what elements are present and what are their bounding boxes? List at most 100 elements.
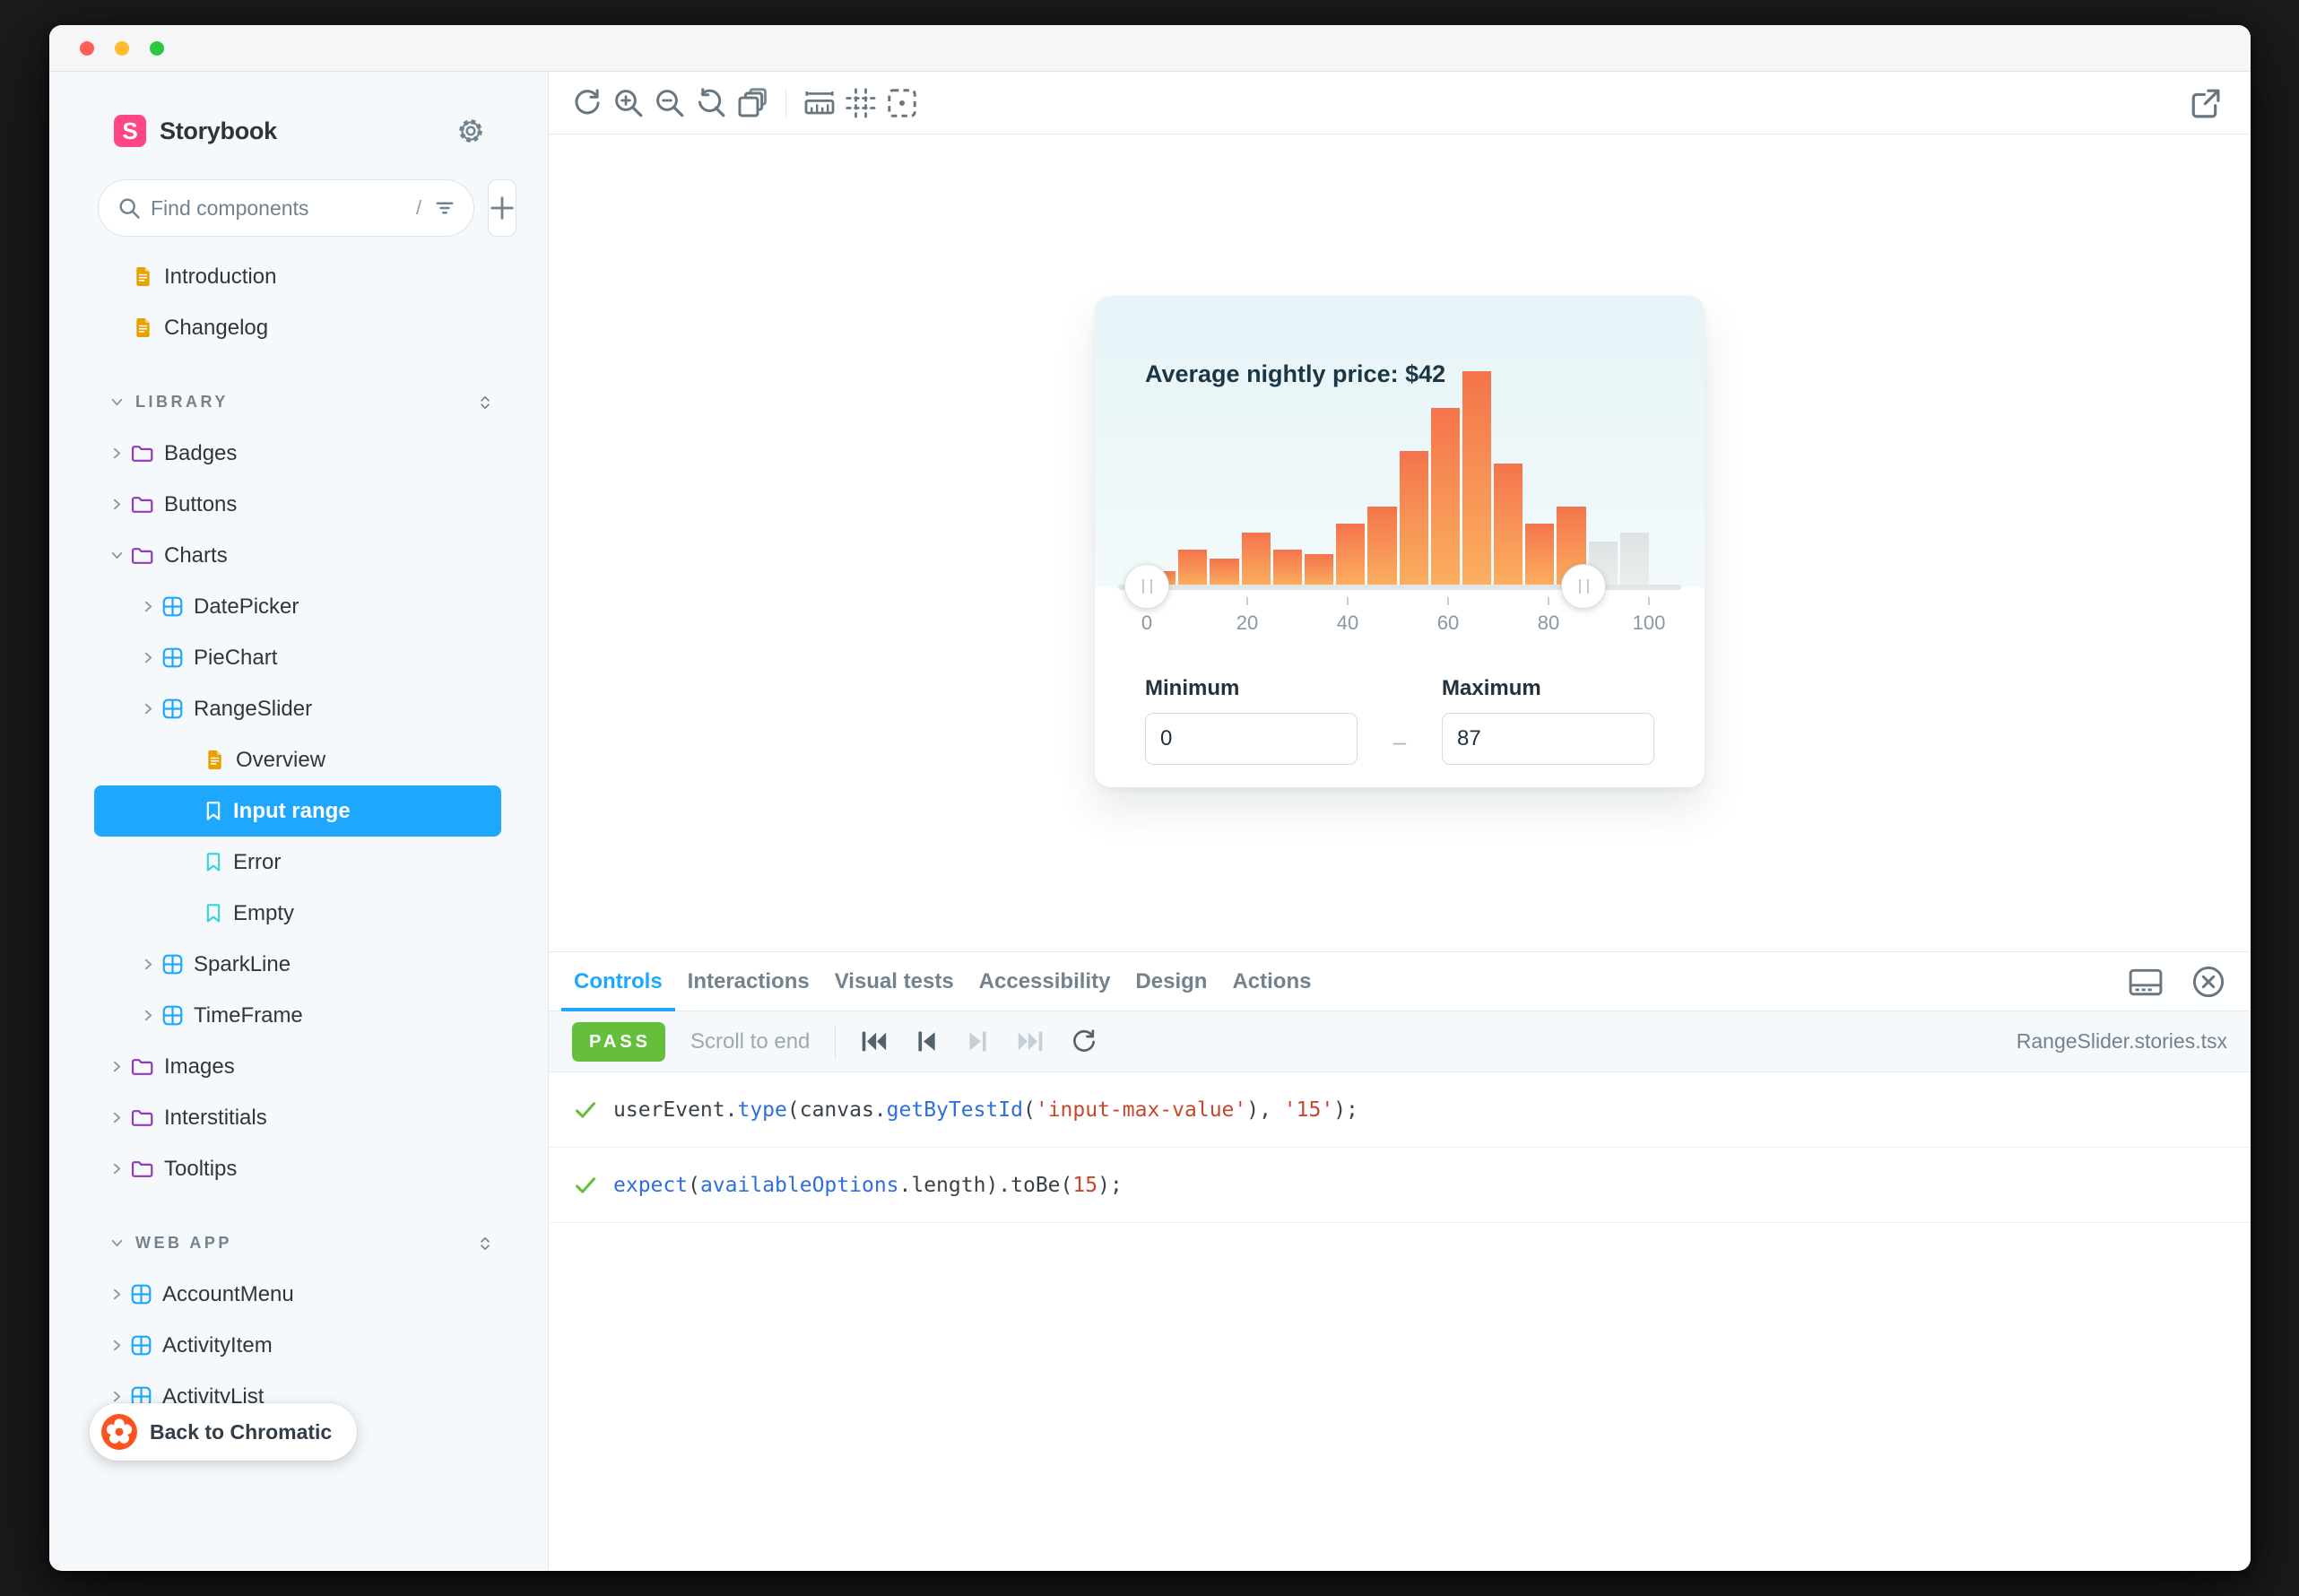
sidebar-item-interstitials[interactable]: Interstitials bbox=[49, 1092, 548, 1143]
bookmark-icon bbox=[204, 852, 222, 872]
axis-tick bbox=[1648, 597, 1650, 605]
collapse-all-icon[interactable] bbox=[478, 1236, 492, 1252]
axis-tick bbox=[1347, 597, 1349, 605]
tree-item-label: Error bbox=[233, 849, 282, 874]
tree-item-label: Overview bbox=[236, 747, 326, 772]
interaction-step-row[interactable]: userEvent.type(canvas.getByTestId('input… bbox=[549, 1072, 2251, 1148]
tree-item-label: Interstitials bbox=[164, 1105, 267, 1130]
sidebar-item-changelog[interactable]: Changelog bbox=[49, 302, 548, 353]
tree-item-label: Charts bbox=[164, 542, 228, 568]
play-start-icon[interactable] bbox=[861, 1029, 888, 1054]
sidebar-item-buttons[interactable]: Buttons bbox=[49, 479, 548, 530]
tab-visual-tests[interactable]: Visual tests bbox=[834, 968, 954, 993]
chevron-right-icon bbox=[105, 447, 128, 460]
chevron-right-icon bbox=[105, 1339, 128, 1352]
back-to-chromatic-label: Back to Chromatic bbox=[150, 1419, 333, 1444]
sidebar-story-empty[interactable]: Empty bbox=[49, 888, 548, 939]
histogram-bar bbox=[1241, 533, 1271, 586]
component-icon bbox=[131, 1284, 152, 1305]
interaction-step-row[interactable]: expect(availableOptions.length).toBe(15)… bbox=[549, 1148, 2251, 1223]
tab-controls[interactable]: Controls bbox=[561, 952, 675, 1011]
tab-interactions[interactable]: Interactions bbox=[687, 968, 810, 993]
sidebar-item-accountmenu[interactable]: AccountMenu bbox=[49, 1269, 548, 1320]
search-input[interactable] bbox=[151, 195, 416, 221]
chevron-right-icon bbox=[105, 1111, 128, 1124]
interactions-toolbar: PASS Scroll to end RangeSlider.stories.t… bbox=[549, 1011, 2251, 1072]
tree-item-label: AccountMenu bbox=[162, 1281, 294, 1306]
sidebar-item-sparkline[interactable]: SparkLine bbox=[49, 939, 548, 990]
chevron-right-icon bbox=[136, 702, 160, 716]
slider-handle-min[interactable] bbox=[1124, 564, 1169, 609]
maximum-input[interactable] bbox=[1442, 713, 1654, 765]
sidebar-item-datepicker[interactable]: DatePicker bbox=[49, 581, 548, 632]
histogram-bar bbox=[1304, 554, 1334, 586]
outline-icon[interactable] bbox=[881, 82, 923, 124]
backgrounds-icon[interactable] bbox=[732, 82, 773, 124]
sidebar-item-images[interactable]: Images bbox=[49, 1041, 548, 1092]
close-window-button[interactable] bbox=[80, 40, 94, 56]
status-badge: PASS bbox=[572, 1021, 665, 1062]
document-icon bbox=[133, 317, 153, 338]
sidebar-item-activityitem[interactable]: ActivityItem bbox=[49, 1320, 548, 1371]
sidebar-item-badges[interactable]: Badges bbox=[49, 428, 548, 479]
play-back-icon[interactable] bbox=[915, 1029, 939, 1054]
gear-icon[interactable] bbox=[456, 117, 485, 145]
tab-accessibility[interactable]: Accessibility bbox=[978, 968, 1111, 993]
sidebar-item-introduction[interactable]: Introduction bbox=[49, 251, 548, 302]
tab-actions[interactable]: Actions bbox=[1232, 968, 1312, 993]
story-file-link[interactable]: RangeSlider.stories.tsx bbox=[2016, 1029, 2227, 1053]
rerun-icon[interactable] bbox=[1071, 1028, 1097, 1055]
zoom-reset-icon[interactable] bbox=[690, 82, 732, 124]
tab-design[interactable]: Design bbox=[1135, 968, 1208, 993]
card-title: Average nightly price: $42 bbox=[1145, 360, 1446, 387]
sidebar-item-overview[interactable]: Overview bbox=[49, 734, 548, 785]
component-tree: Introduction Changelog LIBRARY Badges Button… bbox=[49, 251, 548, 1422]
sidebar-item-tooltips[interactable]: Tooltips bbox=[49, 1143, 548, 1194]
histogram-bar bbox=[1399, 451, 1428, 586]
search-box[interactable]: / bbox=[98, 179, 475, 237]
chevron-down-icon bbox=[105, 1236, 128, 1250]
filter-icon[interactable] bbox=[434, 197, 455, 219]
check-icon bbox=[574, 1174, 597, 1197]
sidebar-item-rangeslider[interactable]: RangeSlider bbox=[49, 683, 548, 734]
zoom-out-icon[interactable] bbox=[649, 82, 690, 124]
tree-item-label: Buttons bbox=[164, 491, 238, 516]
app-window: S Storybook / Introduction Changelog LIBRA… bbox=[49, 25, 2251, 1571]
tree-item-label: Badges bbox=[164, 440, 238, 465]
grid-icon[interactable] bbox=[840, 82, 881, 124]
back-to-chromatic-button[interactable]: Back to Chromatic bbox=[90, 1403, 358, 1461]
sidebar-item-piechart[interactable]: PieChart bbox=[49, 632, 548, 683]
sidebar-item-timeframe[interactable]: TimeFrame bbox=[49, 990, 548, 1041]
scroll-to-end-button[interactable]: Scroll to end bbox=[690, 1028, 811, 1054]
collapse-all-icon[interactable] bbox=[478, 395, 492, 411]
chevron-right-icon bbox=[136, 651, 160, 664]
minimum-input[interactable] bbox=[1145, 713, 1358, 765]
tree-item-label: Introduction bbox=[164, 264, 277, 289]
tree-item-label: Input range bbox=[233, 798, 351, 823]
close-panel-icon[interactable] bbox=[2191, 965, 2225, 999]
component-icon bbox=[162, 1005, 183, 1026]
add-button[interactable] bbox=[488, 179, 517, 237]
open-in-new-tab-icon[interactable] bbox=[2184, 82, 2225, 124]
measure-icon[interactable] bbox=[799, 82, 840, 124]
panel-position-icon[interactable] bbox=[2129, 967, 2163, 997]
axis-tick bbox=[1447, 597, 1449, 605]
maximum-label: Maximum bbox=[1442, 676, 1541, 700]
chevron-right-icon bbox=[105, 498, 128, 511]
section-header-library[interactable]: LIBRARY bbox=[49, 377, 548, 428]
sidebar: S Storybook / Introduction Changelog LIBRA… bbox=[49, 72, 549, 1570]
remount-icon[interactable] bbox=[567, 82, 608, 124]
sidebar-story-error[interactable]: Error bbox=[49, 837, 548, 888]
slider-handle-max[interactable] bbox=[1561, 564, 1607, 609]
section-header-web-app[interactable]: WEB APP bbox=[49, 1218, 548, 1269]
sidebar-item-charts[interactable]: Charts bbox=[49, 530, 548, 581]
slider-track[interactable] bbox=[1118, 585, 1681, 590]
component-icon bbox=[162, 954, 183, 975]
storybook-logo-icon: S bbox=[114, 115, 146, 147]
sidebar-story-input-range[interactable]: Input range bbox=[94, 785, 501, 837]
maximize-window-button[interactable] bbox=[150, 40, 164, 56]
sidebar-header: S Storybook bbox=[114, 115, 485, 147]
zoom-in-icon[interactable] bbox=[608, 82, 649, 124]
minimize-window-button[interactable] bbox=[115, 40, 129, 56]
window-titlebar bbox=[49, 25, 2251, 72]
